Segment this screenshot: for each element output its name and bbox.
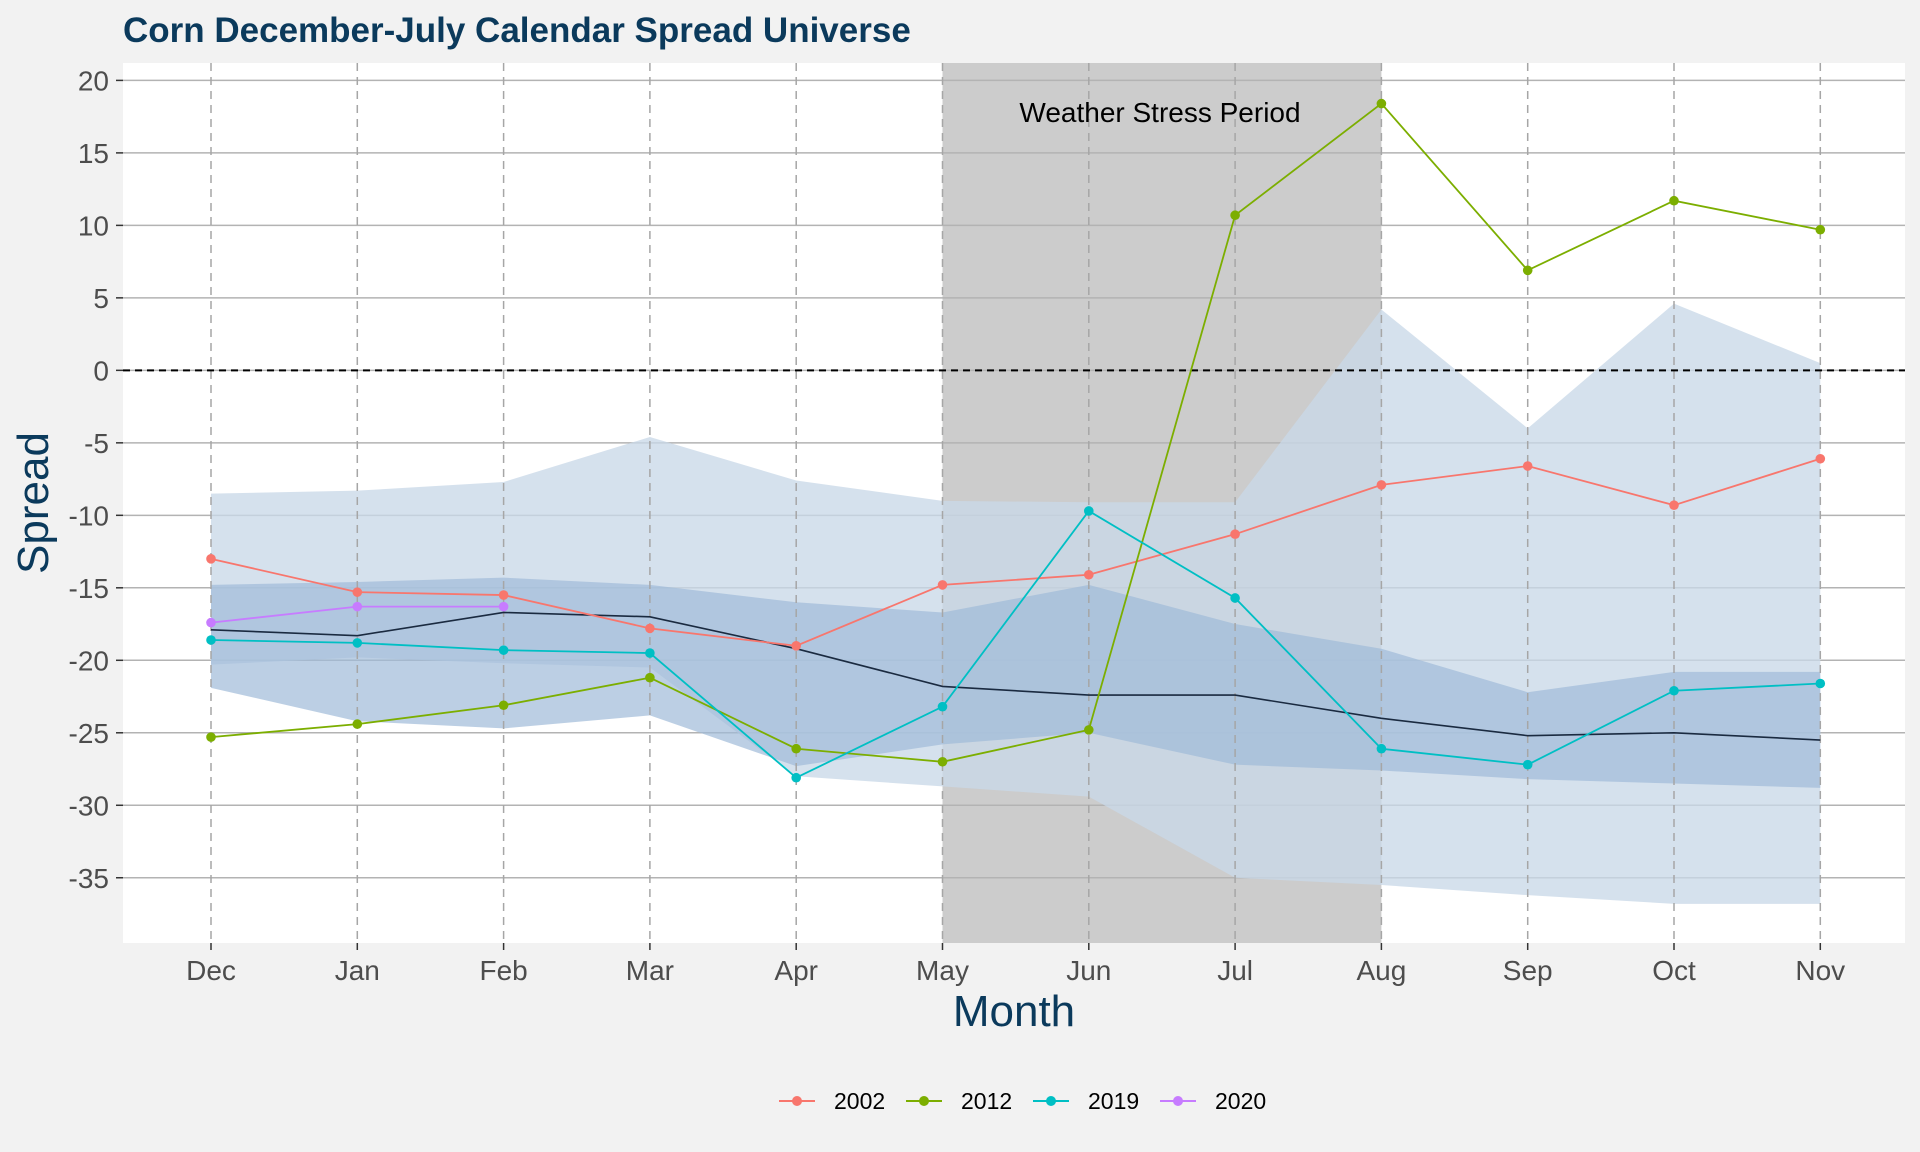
shaded-period-label: Weather Stress Period — [1019, 97, 1300, 128]
legend-swatch-dot — [919, 1096, 929, 1106]
point-2002-may — [937, 580, 948, 590]
x-tick-label-sep: Sep — [1503, 955, 1553, 986]
x-tick-labels: Dec Jan Feb Mar Apr May Jun Jul Aug Sep Oct Nov — [186, 943, 1845, 986]
point-2002-nov — [1815, 453, 1826, 464]
x-tick-label-dec: Dec — [186, 955, 236, 986]
point-2002-jun — [1084, 569, 1094, 580]
point-2002-oct — [1669, 500, 1679, 510]
y-tick-label: 5 — [93, 283, 109, 314]
series-line-2012 — [210, 102, 1821, 763]
legend-item-2019: 2019 — [1033, 1088, 1139, 1114]
x-tick-label-mar: Mar — [626, 955, 674, 986]
point-2019-mar — [645, 648, 655, 658]
point-2002-jan — [352, 587, 363, 597]
point-2012-mar — [645, 672, 655, 683]
series-2012 — [206, 98, 1826, 767]
y-tick-label: 10 — [78, 210, 109, 241]
legend-swatch-dot — [1046, 1096, 1056, 1106]
point-2002-mar — [645, 623, 655, 634]
point-2012-aug — [1376, 98, 1387, 109]
point-2012-jan — [352, 719, 363, 729]
point-2019-sep — [1522, 759, 1533, 770]
point-2002-feb — [498, 590, 509, 600]
y-tick-label: -25 — [69, 718, 109, 749]
point-2002-jul — [1230, 529, 1240, 539]
point-2012-feb — [498, 700, 509, 711]
series-2020 — [206, 601, 509, 628]
x-tick-label-jun: Jun — [1066, 955, 1111, 986]
point-2019-jun — [1084, 506, 1094, 516]
bands-layer — [211, 303, 1821, 904]
x-tick-label-may: May — [916, 955, 969, 986]
series-line-2002 — [210, 457, 1821, 647]
point-2002-aug — [1376, 480, 1387, 490]
y-tick-label: 15 — [78, 138, 109, 169]
x-tick-label-feb: Feb — [479, 955, 527, 986]
x-axis-title: Month — [953, 987, 1075, 1036]
legend-label: 2002 — [834, 1088, 885, 1114]
point-2019-jan — [352, 638, 363, 648]
point-2020-jan — [352, 601, 363, 612]
y-tick-label: 20 — [78, 65, 109, 96]
y-tick-label: -15 — [69, 573, 109, 604]
point-2019-dec — [206, 635, 216, 645]
legend-label: 2012 — [961, 1088, 1012, 1114]
y-tick-label: -30 — [69, 790, 109, 821]
point-2012-jul — [1230, 210, 1240, 221]
legend-label: 2019 — [1088, 1088, 1139, 1114]
point-2019-apr — [791, 772, 801, 783]
legend-swatch-dot — [792, 1096, 802, 1106]
y-tick-labels: 20 15 10 5 0 -5 -10 -15 -20 -25 -30 -35 — [69, 65, 123, 894]
y-tick-label: -10 — [69, 500, 109, 531]
legend-item-2020: 2020 — [1160, 1088, 1266, 1114]
median-line-layer — [210, 611, 1821, 741]
x-tick-label-jan: Jan — [335, 955, 380, 986]
y-tick-label: -5 — [84, 428, 109, 459]
legend-item-2002: 2002 — [779, 1088, 885, 1114]
point-2002-apr — [791, 641, 801, 651]
point-2012-oct — [1669, 195, 1679, 206]
series-layer — [206, 98, 1826, 783]
vertical-grid-layer — [210, 63, 1822, 943]
legend-swatch-dot — [1173, 1096, 1183, 1106]
y-tick-label: -35 — [69, 863, 109, 894]
point-2012-apr — [791, 743, 801, 754]
y-axis-title: Spread — [9, 432, 58, 574]
point-2019-feb — [498, 645, 509, 655]
x-tick-label-jul: Jul — [1217, 955, 1253, 986]
point-2012-jun — [1084, 725, 1094, 735]
point-2002-sep — [1522, 461, 1533, 471]
y-tick-label: 0 — [93, 355, 109, 386]
x-tick-label-aug: Aug — [1356, 955, 1406, 986]
x-tick-label-nov: Nov — [1795, 955, 1845, 986]
point-2012-nov — [1815, 224, 1826, 235]
x-tick-label-oct: Oct — [1652, 955, 1696, 986]
series-2002 — [206, 453, 1826, 651]
series-2019 — [206, 506, 1826, 783]
point-2020-dec — [206, 617, 216, 628]
point-2012-sep — [1522, 265, 1533, 276]
median-line — [210, 611, 1821, 741]
point-2019-aug — [1376, 743, 1387, 754]
inner-band — [211, 577, 1821, 788]
point-2012-may — [937, 756, 948, 767]
legend: 2002 2012 2019 2020 — [779, 1088, 1266, 1114]
y-tick-label: -20 — [69, 645, 109, 676]
legend-item-2012: 2012 — [906, 1088, 1012, 1114]
legend-label: 2020 — [1215, 1088, 1266, 1114]
chart-title: Corn December-July Calendar Spread Unive… — [123, 11, 911, 50]
point-2002-dec — [206, 554, 216, 564]
point-2019-jul — [1230, 593, 1240, 603]
point-2019-nov — [1815, 678, 1826, 689]
point-2012-dec — [206, 732, 216, 742]
x-tick-label-apr: Apr — [774, 955, 818, 986]
point-2019-may — [937, 701, 948, 712]
point-2020-feb — [498, 601, 509, 612]
point-2019-oct — [1669, 685, 1679, 696]
series-line-2019 — [210, 509, 1821, 779]
